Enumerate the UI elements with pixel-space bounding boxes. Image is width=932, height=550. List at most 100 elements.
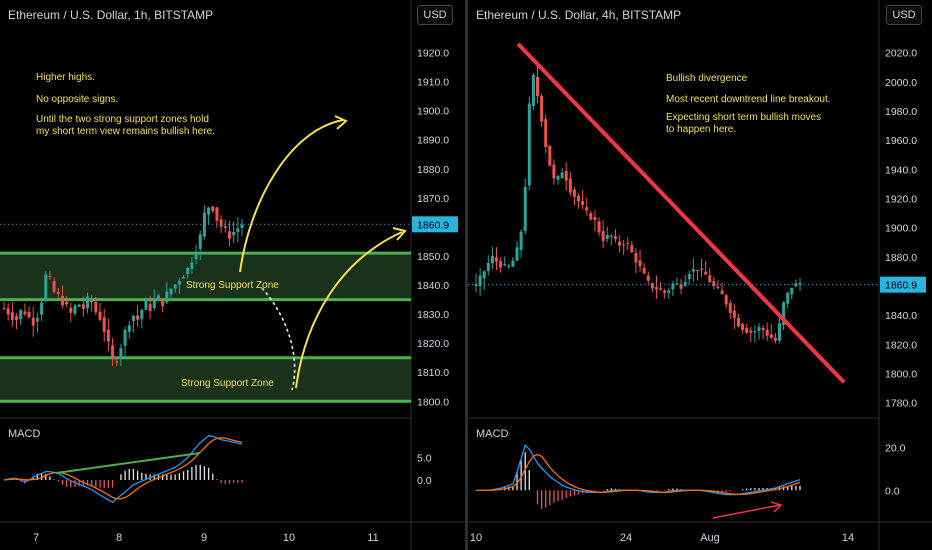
candle-body xyxy=(773,337,777,341)
chart-4h-canvas[interactable]: 2020.0 2000.0 1980.0 1960.0 1940.0 1920.0 1900… xyxy=(468,0,932,550)
zone-label-lower: Strong Support Zone xyxy=(181,378,274,389)
time-tick-label: 24 xyxy=(620,532,632,544)
candle-body xyxy=(523,187,527,231)
candle-body xyxy=(732,310,736,318)
macd-label: MACD xyxy=(476,428,509,440)
candle-body xyxy=(19,309,23,320)
time-tick-label: 8 xyxy=(116,532,122,544)
candle-body xyxy=(102,317,106,332)
candle-body xyxy=(683,282,687,286)
candle-body xyxy=(782,302,786,325)
candle-body xyxy=(679,284,683,289)
candle-body xyxy=(786,292,790,304)
candle-body xyxy=(609,235,613,237)
macd-signal-line xyxy=(3,437,243,500)
note-bullish-divergence: Bullish divergence xyxy=(666,73,748,84)
price-tick-label: 1850.0 xyxy=(417,251,449,263)
candle-body xyxy=(131,315,135,321)
candle-body xyxy=(94,302,98,313)
candle-body xyxy=(148,303,152,311)
candle-body xyxy=(156,295,160,301)
candle-body xyxy=(73,305,77,314)
support-zone xyxy=(0,253,411,300)
currency-button[interactable]: USD xyxy=(886,5,922,25)
macd-tick-label: 20.0 xyxy=(885,442,906,454)
currency-button[interactable]: USD xyxy=(417,5,453,25)
candle-body xyxy=(749,330,753,333)
candle-body xyxy=(60,296,64,306)
candle-body xyxy=(794,283,798,287)
candle-body xyxy=(700,268,704,270)
candle-body xyxy=(136,315,140,320)
price-tick-label: 1890.0 xyxy=(417,135,449,147)
candle-body xyxy=(90,300,94,303)
candle-body xyxy=(790,287,794,295)
candle-body xyxy=(86,296,90,309)
candle-body xyxy=(177,280,181,285)
macd-divergence-line xyxy=(55,452,201,474)
price-tick-label: 1810.0 xyxy=(417,367,449,379)
note-higher-highs: Higher highs. xyxy=(36,72,95,83)
price-tick-label: 2000.0 xyxy=(885,77,917,89)
candle-body xyxy=(165,291,169,303)
candle-body xyxy=(712,281,716,286)
candle-body xyxy=(478,275,482,286)
candle-body xyxy=(190,262,194,269)
note-breakout: Most recent downtrend line breakout. xyxy=(666,94,831,105)
candle-body xyxy=(728,302,732,314)
candle-body xyxy=(626,243,630,245)
candle-body xyxy=(223,226,227,228)
candle-body xyxy=(56,292,60,294)
macd-label: MACD xyxy=(8,428,41,440)
chart-panel-1h[interactable]: 1920.0 1910.0 1900.0 1890.0 1880.0 1870.0 1850… xyxy=(0,0,465,550)
candle-body xyxy=(123,329,127,346)
chart-panel-4h[interactable]: 2020.0 2000.0 1980.0 1960.0 1940.0 1920.0 1900… xyxy=(468,0,932,550)
candle-body xyxy=(161,298,165,307)
candle-body xyxy=(77,304,81,307)
candle-body xyxy=(98,311,102,320)
candle-body xyxy=(495,257,499,262)
candle-body xyxy=(81,304,85,310)
candle-body xyxy=(556,176,560,180)
candle-body xyxy=(211,206,215,211)
candle-body xyxy=(548,145,552,166)
candle-body xyxy=(745,327,749,333)
current-price-tag xyxy=(880,276,926,293)
price-tick-label: 1920.0 xyxy=(885,193,917,205)
candle-body xyxy=(540,95,544,122)
price-tick-label: 1870.0 xyxy=(417,193,449,205)
candle-body xyxy=(777,323,781,341)
candle-body xyxy=(716,286,720,288)
candle-body xyxy=(765,329,769,336)
macd-line xyxy=(3,435,243,503)
candle-body xyxy=(2,308,6,310)
candle-body xyxy=(232,231,236,236)
macd-divergence-arrow xyxy=(712,504,781,519)
macd-tick-label: 0.0 xyxy=(417,475,432,487)
time-tick-label: 14 xyxy=(842,532,854,544)
candle-body xyxy=(23,311,27,315)
chart-1h-canvas[interactable]: 1920.0 1910.0 1900.0 1890.0 1880.0 1870.0 1850… xyxy=(0,0,465,550)
candle-body xyxy=(720,290,724,295)
rebound-arrow-path xyxy=(295,231,403,389)
candle-body xyxy=(630,245,634,253)
candle-body xyxy=(215,207,219,221)
candle-body xyxy=(741,324,745,330)
candle-body xyxy=(724,295,728,305)
candle-body xyxy=(605,234,609,239)
zone-label-upper: Strong Support Zone xyxy=(186,280,279,291)
macd-divergence-arrow-head xyxy=(770,501,783,513)
candle-body xyxy=(486,262,490,271)
candle-body xyxy=(536,76,540,97)
candle-body xyxy=(111,345,115,360)
note-support-line1: Until the two strong support zones hold xyxy=(36,114,209,125)
candle-body xyxy=(757,326,761,331)
bullish-arrow-path xyxy=(239,119,344,273)
candle-body xyxy=(240,224,244,228)
price-tick-label: 1920.0 xyxy=(417,48,449,60)
candle-body xyxy=(572,189,576,197)
candle-body xyxy=(503,264,507,266)
candle-body xyxy=(531,74,535,106)
price-tick-label: 1840.0 xyxy=(885,310,917,322)
candle-body xyxy=(182,277,186,279)
